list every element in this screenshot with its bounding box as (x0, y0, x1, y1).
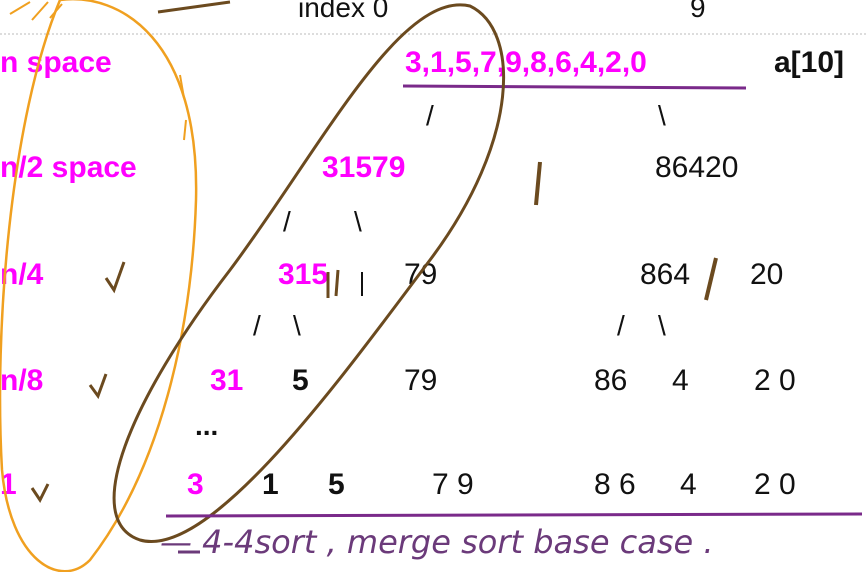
eighth-86: 86 (594, 364, 628, 397)
index-start-label: index 0 (298, 0, 389, 23)
branch-n2-left: / (283, 206, 291, 237)
eighth-2-0: 2 0 (754, 364, 796, 397)
eighth-31: 31 (210, 364, 244, 397)
eighth-5: 5 (292, 364, 309, 397)
branch-n2-right: \ (354, 206, 362, 237)
branch-n4b-left: / (617, 310, 625, 341)
orange-ellipse-labels (0, 0, 198, 572)
divider-864 (704, 257, 718, 301)
brown-ellipse (112, 3, 506, 544)
branch-n4a-left: / (253, 310, 261, 341)
quarter-864: 864 (640, 258, 691, 291)
divider-half (534, 161, 542, 206)
check-n8 (88, 373, 108, 400)
leaf-2-0: 2 0 (754, 468, 796, 501)
branch-n4b-right: \ (658, 310, 666, 341)
leaf-4: 4 (680, 468, 697, 501)
base-underline (165, 512, 863, 518)
orange-scribble (9, 1, 63, 21)
leaf-8-6: 8 6 (594, 468, 636, 501)
leaf-3: 3 (187, 468, 204, 501)
half-left: 31579 (322, 151, 406, 184)
divider-315 (326, 269, 340, 298)
full-array: 3,1,5,7,9,8,6,4,2,0 (405, 46, 647, 79)
row-label-n2-space: n/2 space (0, 151, 137, 184)
quarter-20: 20 (750, 258, 784, 291)
handwritten-note: — 4-4sort , merge sort base case . (160, 523, 714, 561)
row-label-n4: n/4 (0, 258, 44, 291)
leaf-1: 1 (262, 468, 279, 501)
eighth-79: 79 (404, 364, 438, 397)
orange-dash-marks (179, 74, 187, 141)
check-n4 (104, 261, 126, 294)
array-name: a[10] (774, 46, 845, 79)
brown-stroke-top (157, 0, 231, 14)
row-label-n-space: n space (0, 46, 112, 79)
leaf-5: 5 (328, 468, 345, 501)
branch-n-left: / (426, 100, 434, 131)
branch-n4a-right: \ (293, 310, 301, 341)
check-1 (30, 483, 50, 503)
eighth-4: 4 (672, 364, 689, 397)
array-underline (402, 84, 747, 90)
leaf-7-9: 7 9 (432, 468, 474, 501)
branch-n-right: \ (658, 100, 666, 131)
row-label-n8: n/8 (0, 364, 44, 397)
half-right: 86420 (655, 151, 739, 184)
index-end-label: 9 (690, 0, 706, 23)
ellipsis: ... (195, 410, 219, 441)
quarter-315: 315 (278, 258, 329, 291)
